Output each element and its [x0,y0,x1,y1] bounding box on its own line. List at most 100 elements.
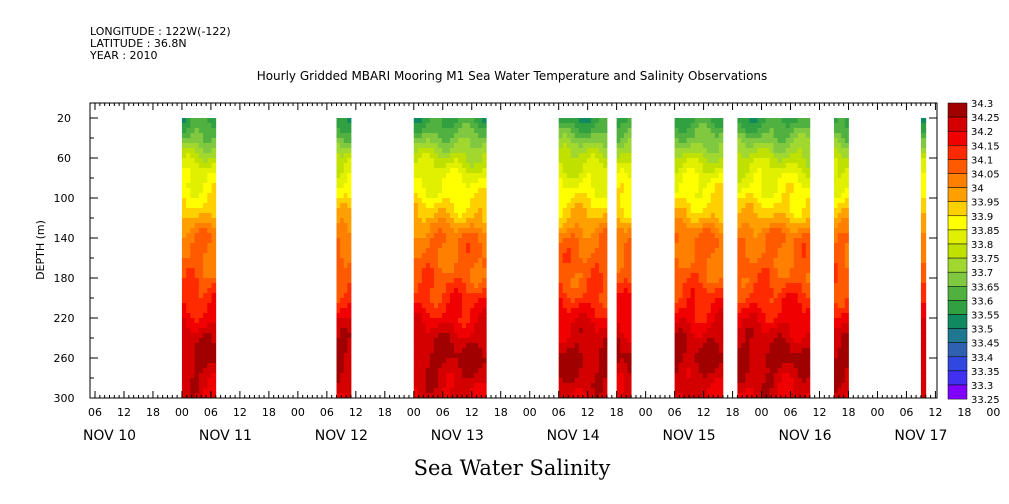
data-cell [458,148,463,154]
data-cell [570,123,576,129]
data-cell [602,168,608,174]
data-cell [458,363,463,369]
data-cell [454,268,459,274]
data-cell [474,183,479,189]
data-cell [211,298,217,304]
data-cell [841,153,846,159]
data-cell [797,298,803,304]
data-cell [761,253,766,259]
data-cell [833,303,839,309]
data-cell [562,178,568,184]
data-cell [340,283,345,289]
data-cell [441,123,447,129]
data-cell [749,273,754,279]
data-cell [714,123,720,129]
data-cell [769,303,775,309]
data-cell [570,243,576,249]
data-cell [765,158,770,164]
data-cell [347,383,352,389]
data-cell [482,393,487,399]
data-cell [437,278,443,284]
data-cell [702,383,708,389]
data-cell [462,118,467,124]
data-cell [437,223,443,229]
data-cell [694,313,700,319]
data-cell [203,263,208,269]
data-cell [698,298,704,304]
data-cell [582,218,588,224]
data-cell [574,268,580,274]
data-cell [336,318,341,324]
data-cell [194,183,200,189]
data-cell [582,368,588,374]
data-cell [616,378,621,384]
data-cell [343,383,348,389]
data-cell [194,323,200,329]
data-cell [844,383,849,389]
data-cell [837,318,842,324]
data-cell [194,318,200,324]
data-cell [343,288,348,294]
data-cell [602,353,608,359]
data-cell [737,353,742,359]
data-cell [413,223,419,229]
data-cell [761,308,766,314]
data-cell [761,188,766,194]
data-cell [181,223,187,229]
data-cell [837,358,842,364]
data-cell [425,188,431,194]
data-cell [462,253,467,259]
data-cell [462,233,467,239]
data-cell [190,218,196,224]
data-cell [336,128,341,134]
data-cell [343,148,348,154]
data-cell [417,163,423,169]
data-cell [347,293,352,299]
data-cell [417,368,423,374]
data-cell [801,198,807,204]
data-cell [920,258,927,264]
data-cell [458,368,463,374]
data-cell [765,163,770,169]
data-cell [482,368,487,374]
data-cell [474,153,479,159]
data-cell [694,163,700,169]
data-cell [694,378,700,384]
data-cell [598,248,604,254]
data-cell [203,348,208,354]
data-cell [437,328,443,334]
data-cell [445,263,451,269]
data-cell [570,178,576,184]
data-cell [474,293,479,299]
data-cell [833,213,839,219]
data-cell [433,188,439,194]
data-cell [674,328,680,334]
data-cell [417,223,423,229]
data-cell [765,133,770,139]
data-cell [690,363,696,369]
data-cell [207,388,212,394]
data-cell [566,303,572,309]
data-cell [417,253,423,259]
data-cell [198,183,204,189]
data-cell [458,388,463,394]
data-cell [347,343,352,349]
data-cell [769,173,775,179]
data-cell [421,243,427,249]
data-cell [562,313,568,319]
data-cell [801,323,807,329]
data-cell [789,228,795,234]
data-cell [445,343,451,349]
data-cell [753,133,758,139]
data-cell [833,203,839,209]
data-cell [749,268,754,274]
data-cell [347,388,352,394]
data-cell [478,268,483,274]
data-cell [698,133,704,139]
data-cell [833,228,839,234]
data-cell [837,288,842,294]
data-cell [737,298,742,304]
data-cell [586,288,592,294]
data-cell [566,268,572,274]
data-cell [837,208,842,214]
